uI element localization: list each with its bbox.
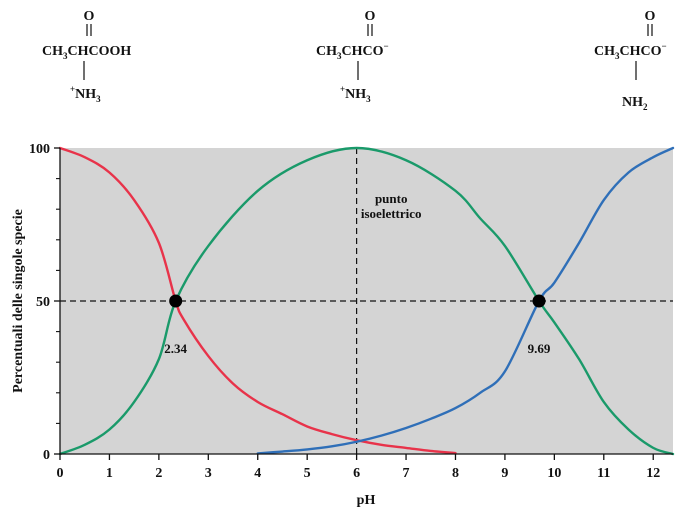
x-tick-label: 8 (452, 466, 459, 481)
structure-1-main: CH3CHCOOH (42, 44, 131, 61)
y-tick-label: 50 (36, 295, 50, 310)
y-axis-label: Percentuali delle singole specie (11, 209, 26, 393)
x-tick-label: 3 (205, 466, 212, 481)
x-axis-label: pH (357, 493, 376, 508)
x-tick-label: 11 (597, 466, 610, 481)
x-tick-label: 9 (501, 466, 508, 481)
point-label-2: 9.69 (528, 341, 551, 356)
structure-2-main: CH3CHCO− (316, 41, 389, 61)
x-tick-label: 7 (403, 466, 410, 481)
x-tick-label: 5 (304, 466, 311, 481)
structure-1: O CH3CHCOOH +NH3 (42, 9, 131, 104)
y-tick-label: 100 (29, 142, 50, 157)
annotation-line-1: punto (375, 191, 408, 206)
annotation-line-2: isoelettrico (361, 206, 422, 221)
point-marker-2 (532, 294, 546, 308)
x-tick-label: 1 (106, 466, 113, 481)
x-tick-label: 2 (155, 466, 162, 481)
x-tick-label: 4 (254, 466, 261, 481)
series-line-2 (58, 146, 675, 456)
structure-3-oxygen: O (645, 9, 656, 24)
structure-2-amine: +NH3 (340, 84, 371, 104)
x-tick-label: 12 (646, 466, 660, 481)
series-line-1 (58, 146, 457, 455)
x-tick-label: 0 (57, 466, 64, 481)
structure-1-oxygen: O (84, 9, 95, 24)
structure-2-oxygen: O (365, 9, 376, 24)
y-tick-label: 0 (43, 448, 50, 463)
structure-3: O CH3CHCO− NH2 (594, 9, 667, 112)
markers: 2.34 9.69 (164, 294, 551, 356)
reference-lines (60, 148, 673, 454)
structure-3-main: CH3CHCO− (594, 41, 667, 61)
structure-2: O CH3CHCO− +NH3 (316, 9, 389, 104)
point-marker-1 (169, 294, 183, 308)
x-tick-label: 6 (353, 466, 360, 481)
series-line-3 (256, 146, 675, 455)
structure-3-amine: NH2 (622, 95, 648, 112)
curves (58, 146, 675, 456)
structure-1-amine: +NH3 (70, 84, 101, 104)
x-tick-label: 10 (547, 466, 561, 481)
point-label-1: 2.34 (164, 341, 187, 356)
